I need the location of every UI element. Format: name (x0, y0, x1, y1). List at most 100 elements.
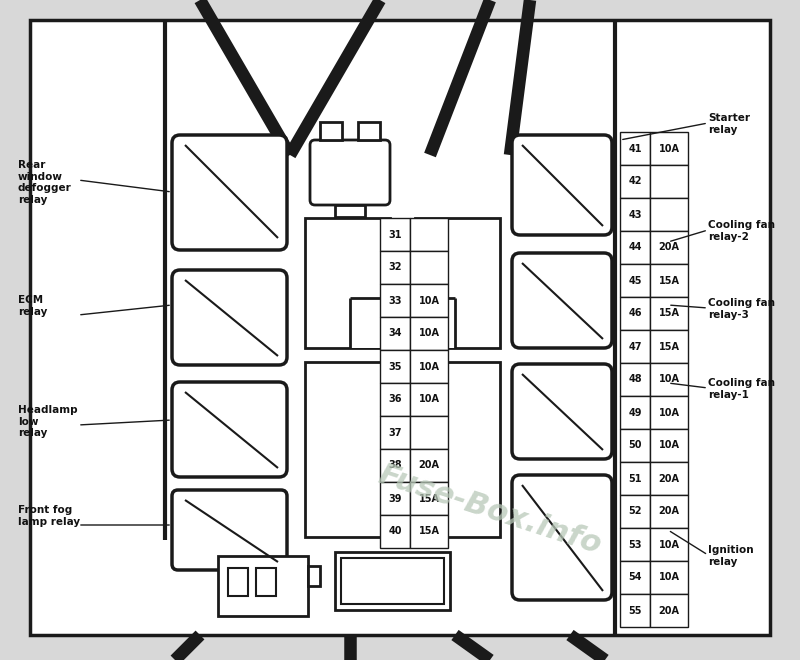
Text: 20A: 20A (658, 473, 679, 484)
Text: Rear
window
defogger
relay: Rear window defogger relay (18, 160, 72, 205)
Bar (620, 132, 650, 165)
Bar (620, 198, 650, 231)
Bar (380, 284, 410, 317)
Text: 38: 38 (388, 461, 402, 471)
Bar (380, 218, 410, 251)
Text: 10A: 10A (418, 329, 439, 339)
Bar (380, 515, 410, 548)
FancyBboxPatch shape (172, 490, 287, 570)
Bar (358, 122, 380, 140)
Bar (410, 449, 448, 482)
Bar (650, 264, 688, 297)
Text: Cooling fan
relay-3: Cooling fan relay-3 (708, 298, 775, 319)
Bar (650, 363, 688, 396)
Text: Fuse-Box.info: Fuse-Box.info (374, 460, 606, 560)
Bar (380, 251, 410, 284)
Text: 10A: 10A (418, 362, 439, 372)
Text: 20A: 20A (658, 506, 679, 517)
Text: 43: 43 (628, 209, 642, 220)
Bar (620, 396, 650, 429)
Bar (620, 297, 650, 330)
Text: 10A: 10A (658, 539, 679, 550)
Text: 10A: 10A (658, 374, 679, 385)
Text: 42: 42 (628, 176, 642, 187)
Text: 15A: 15A (418, 527, 439, 537)
Bar (415, 298, 455, 348)
Bar (320, 122, 342, 140)
Bar (620, 231, 650, 264)
Bar (380, 482, 410, 515)
FancyBboxPatch shape (172, 382, 287, 477)
Text: 39: 39 (388, 494, 402, 504)
Text: 48: 48 (628, 374, 642, 385)
Text: 33: 33 (388, 296, 402, 306)
Bar (410, 218, 448, 251)
Text: 10A: 10A (658, 143, 679, 154)
FancyBboxPatch shape (512, 475, 612, 600)
Bar (650, 594, 688, 627)
Bar (650, 297, 688, 330)
Text: 32: 32 (388, 263, 402, 273)
Text: 36: 36 (388, 395, 402, 405)
Text: 35: 35 (388, 362, 402, 372)
FancyBboxPatch shape (512, 253, 612, 348)
Bar (650, 462, 688, 495)
Bar (410, 350, 448, 383)
Bar (341, 558, 444, 604)
Text: 15A: 15A (658, 308, 679, 319)
Bar (650, 429, 688, 462)
Bar (410, 284, 448, 317)
Text: 10A: 10A (418, 395, 439, 405)
Bar (620, 264, 650, 297)
Text: 46: 46 (628, 308, 642, 319)
Bar (650, 495, 688, 528)
Text: 20A: 20A (658, 242, 679, 253)
FancyBboxPatch shape (310, 140, 390, 205)
Bar (380, 350, 410, 383)
Text: Headlamp
low
relay: Headlamp low relay (18, 405, 78, 438)
Bar (650, 396, 688, 429)
Bar (308, 566, 320, 586)
Bar (335, 552, 450, 610)
Text: 41: 41 (628, 143, 642, 154)
Text: Ignition
relay: Ignition relay (708, 545, 754, 566)
Text: 47: 47 (628, 341, 642, 352)
Bar (380, 449, 410, 482)
Text: 45: 45 (628, 275, 642, 286)
Text: 31: 31 (388, 230, 402, 240)
Text: 44: 44 (628, 242, 642, 253)
Text: 15A: 15A (658, 275, 679, 286)
Text: 10A: 10A (658, 440, 679, 451)
Text: 10A: 10A (658, 407, 679, 418)
Bar (256, 568, 276, 596)
Bar (650, 132, 688, 165)
Bar (620, 330, 650, 363)
Bar (305, 218, 390, 348)
Bar (620, 165, 650, 198)
Bar (228, 568, 248, 596)
Bar (620, 561, 650, 594)
Text: 52: 52 (628, 506, 642, 517)
Text: ECM
relay: ECM relay (18, 295, 47, 317)
Text: Starter
relay: Starter relay (708, 113, 750, 135)
Text: 55: 55 (628, 605, 642, 616)
Text: 37: 37 (388, 428, 402, 438)
Text: 34: 34 (388, 329, 402, 339)
FancyBboxPatch shape (512, 135, 612, 235)
Text: 10A: 10A (658, 572, 679, 583)
Bar (650, 231, 688, 264)
Bar (650, 165, 688, 198)
Bar (410, 515, 448, 548)
Bar (218, 556, 308, 616)
Bar (620, 495, 650, 528)
Text: 10A: 10A (418, 296, 439, 306)
Bar (380, 416, 410, 449)
Bar (380, 317, 410, 350)
Bar (620, 594, 650, 627)
Bar (620, 429, 650, 462)
Bar (305, 362, 390, 537)
Bar (650, 528, 688, 561)
Text: Front fog
lamp relay: Front fog lamp relay (18, 505, 80, 527)
Bar (335, 205, 365, 217)
Text: Cooling fan
relay-2: Cooling fan relay-2 (708, 220, 775, 242)
